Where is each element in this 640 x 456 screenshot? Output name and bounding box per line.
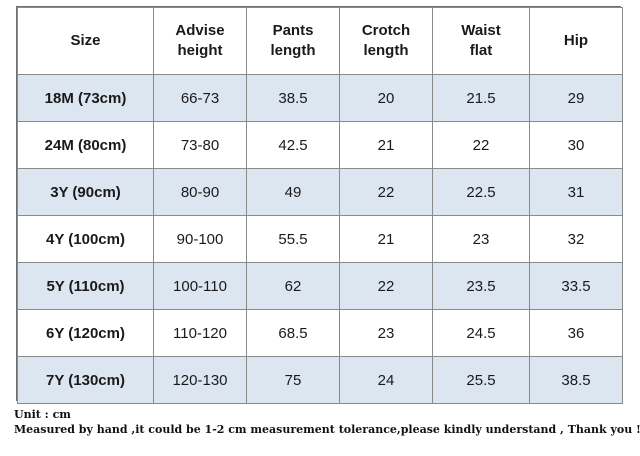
table-row: 24M (80cm) 73-80 42.5 21 22 30 (17, 121, 623, 169)
cell-waist-flat: 23.5 (432, 262, 530, 310)
table-row: 5Y (110cm) 100-110 62 22 23.5 33.5 (17, 262, 623, 310)
size-chart-table: Size Advise height Pants length Crotch l… (17, 7, 623, 404)
cell-hip: 36 (529, 309, 623, 357)
header-hip: Hip (529, 7, 623, 75)
cell-pants-length: 49 (246, 168, 340, 216)
cell-size: 6Y (120cm) (17, 309, 154, 357)
cell-crotch-length: 21 (339, 121, 433, 169)
cell-hip: 31 (529, 168, 623, 216)
cell-size: 5Y (110cm) (17, 262, 154, 310)
cell-hip: 30 (529, 121, 623, 169)
cell-crotch-length: 22 (339, 262, 433, 310)
cell-advise-height: 73-80 (153, 121, 247, 169)
table-row: 4Y (100cm) 90-100 55.5 21 23 32 (17, 215, 623, 263)
cell-size: 24M (80cm) (17, 121, 154, 169)
cell-waist-flat: 22.5 (432, 168, 530, 216)
table-row: 7Y (130cm) 120-130 75 24 25.5 38.5 (17, 356, 623, 404)
table-row: 18M (73cm) 66-73 38.5 20 21.5 29 (17, 74, 623, 122)
unit-note: Unit : cm (14, 408, 71, 421)
cell-crotch-length: 20 (339, 74, 433, 122)
header-pants-length: Pants length (246, 7, 340, 75)
cell-waist-flat: 24.5 (432, 309, 530, 357)
cell-crotch-length: 22 (339, 168, 433, 216)
cell-crotch-length: 24 (339, 356, 433, 404)
cell-advise-height: 80-90 (153, 168, 247, 216)
notes: Unit : cm Measured by hand ,it could be … (14, 407, 640, 437)
header-advise-height: Advise height (153, 7, 247, 75)
cell-pants-length: 68.5 (246, 309, 340, 357)
cell-crotch-length: 23 (339, 309, 433, 357)
cell-advise-height: 100-110 (153, 262, 247, 310)
cell-waist-flat: 25.5 (432, 356, 530, 404)
header-crotch-length: Crotch length (339, 7, 433, 75)
table-row: 3Y (90cm) 80-90 49 22 22.5 31 (17, 168, 623, 216)
cell-pants-length: 62 (246, 262, 340, 310)
cell-waist-flat: 21.5 (432, 74, 530, 122)
cell-size: 4Y (100cm) (17, 215, 154, 263)
cell-waist-flat: 22 (432, 121, 530, 169)
size-chart-table-container: Size Advise height Pants length Crotch l… (16, 6, 623, 404)
header-waist-flat: Waist flat (432, 7, 530, 75)
cell-advise-height: 66-73 (153, 74, 247, 122)
cell-advise-height: 120-130 (153, 356, 247, 404)
tolerance-note: Measured by hand ,it could be 1-2 cm mea… (14, 423, 640, 436)
cell-crotch-length: 21 (339, 215, 433, 263)
cell-size: 7Y (130cm) (17, 356, 154, 404)
header-row: Size Advise height Pants length Crotch l… (17, 7, 623, 75)
cell-advise-height: 90-100 (153, 215, 247, 263)
cell-hip: 33.5 (529, 262, 623, 310)
cell-waist-flat: 23 (432, 215, 530, 263)
cell-size: 18M (73cm) (17, 74, 154, 122)
cell-hip: 29 (529, 74, 623, 122)
cell-hip: 32 (529, 215, 623, 263)
header-size: Size (17, 7, 154, 75)
cell-pants-length: 55.5 (246, 215, 340, 263)
table-row: 6Y (120cm) 110-120 68.5 23 24.5 36 (17, 309, 623, 357)
cell-size: 3Y (90cm) (17, 168, 154, 216)
cell-hip: 38.5 (529, 356, 623, 404)
cell-pants-length: 38.5 (246, 74, 340, 122)
cell-pants-length: 42.5 (246, 121, 340, 169)
cell-advise-height: 110-120 (153, 309, 247, 357)
cell-pants-length: 75 (246, 356, 340, 404)
table-body: 18M (73cm) 66-73 38.5 20 21.5 29 24M (80cm) 73-… (17, 74, 623, 404)
